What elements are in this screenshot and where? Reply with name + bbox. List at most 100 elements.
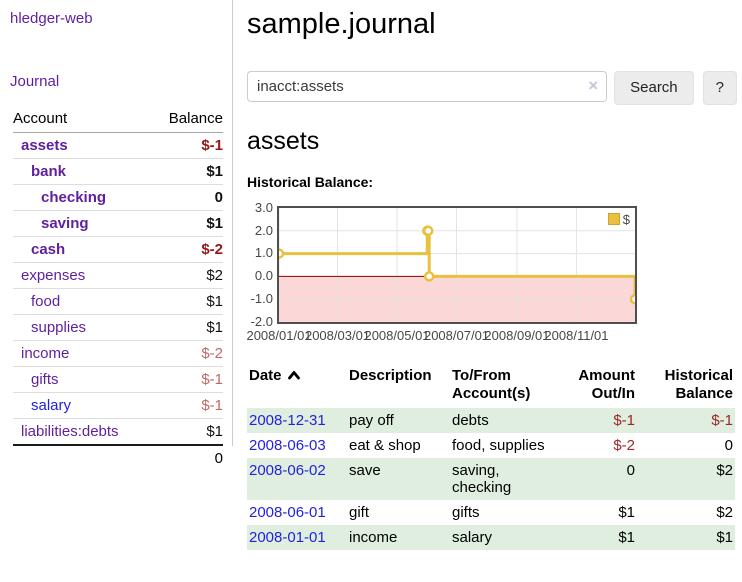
accounts-header-account: Account xyxy=(13,107,152,133)
register-header-description: Description xyxy=(349,366,432,384)
transaction-date-link[interactable]: 2008-06-03 xyxy=(249,436,326,454)
register-header-balance: Historical Balance xyxy=(664,366,733,402)
transaction-accounts: debts xyxy=(452,411,489,429)
transaction-amount: $1 xyxy=(618,528,635,546)
data-point-marker xyxy=(629,293,635,305)
register-row: 2008-06-01 gift gifts $1 $2 xyxy=(247,500,735,525)
y-axis-tick-label: 1.0 xyxy=(254,245,273,261)
chart-x-axis: 2008/01/01 2008/03/01 2008/05/01 2008/07/01… xyxy=(246,327,633,344)
x-axis-tick-label: 2008/05/01 xyxy=(364,327,430,343)
search-button[interactable]: Search xyxy=(614,70,694,105)
account-balance: $1 xyxy=(151,158,223,185)
transaction-description: pay off xyxy=(349,411,394,429)
legend-swatch-icon xyxy=(607,213,620,226)
transaction-date-link[interactable]: 2008-12-31 xyxy=(249,411,326,429)
transaction-accounts: saving, checking xyxy=(452,461,512,496)
register-row: 2008-06-02 save saving, checking 0 $2 xyxy=(247,457,735,500)
account-link[interactable]: assets xyxy=(21,137,68,154)
transaction-date-link[interactable]: 2008-06-01 xyxy=(249,503,326,521)
account-balance: $1 xyxy=(151,288,223,315)
transaction-amount: $1 xyxy=(618,503,635,521)
legend-label: $ xyxy=(622,211,630,227)
account-balance: $1 xyxy=(151,210,223,237)
chart-y-axis: 3.0 2.0 1.0 0.0 -1.0 -2.0 xyxy=(247,200,273,329)
register-header-accounts: To/From Account(s) xyxy=(452,366,531,402)
account-row: gifts $-1 xyxy=(13,366,223,393)
account-link[interactable]: liabilities:debts xyxy=(21,423,119,440)
x-axis-tick-label: 2008/07/01 xyxy=(423,327,490,343)
clear-search-icon[interactable]: × xyxy=(588,75,599,95)
account-link[interactable]: expenses xyxy=(21,267,86,284)
account-link[interactable]: saving xyxy=(41,215,89,232)
accounts-total-row: 0 xyxy=(13,444,223,471)
account-row: supplies $1 xyxy=(13,314,223,341)
register-table: Date Description To/From Account(s) Amou… xyxy=(247,365,735,550)
main-content: sample.journal × Search ? assets Histori… xyxy=(246,0,737,550)
account-row: saving $1 xyxy=(13,210,223,237)
account-link[interactable]: checking xyxy=(41,189,107,206)
account-balance: $2 xyxy=(151,262,223,289)
x-axis-tick-label: 2008/03/01 xyxy=(304,327,371,343)
chart-title: Historical Balance: xyxy=(247,173,374,190)
y-axis-tick-label: 3.0 xyxy=(254,199,273,215)
transaction-date-link[interactable]: 2008-06-02 xyxy=(249,461,326,479)
account-balance: $1 xyxy=(151,418,223,446)
sort-ascending-icon xyxy=(287,368,301,386)
transaction-balance: 0 xyxy=(724,436,733,454)
data-point-marker xyxy=(279,248,285,259)
account-row: bank $1 xyxy=(13,158,223,185)
account-heading: assets xyxy=(247,126,320,155)
historical-balance-chart: 3.0 2.0 1.0 0.0 -1.0 -2.0 $ 2008/01/01 2008/03… xyxy=(246,200,737,346)
accounts-total-value: 0 xyxy=(151,444,223,471)
app-title-link[interactable]: hledger-web xyxy=(10,10,93,27)
account-row: income $-2 xyxy=(13,340,223,367)
transaction-accounts: gifts xyxy=(452,503,480,521)
sidebar-item-journal[interactable]: Journal xyxy=(10,73,60,90)
transaction-description: save xyxy=(349,461,381,479)
y-axis-tick-label: 2.0 xyxy=(254,222,273,238)
account-link[interactable]: gifts xyxy=(31,371,59,388)
transaction-accounts: food, supplies xyxy=(452,436,545,454)
search-form: × Search ? xyxy=(247,70,737,105)
transaction-amount: $-2 xyxy=(613,436,635,454)
account-row: food $1 xyxy=(13,288,223,315)
search-input[interactable] xyxy=(247,70,608,102)
account-balance: $-1 xyxy=(151,392,223,419)
transaction-balance: $2 xyxy=(716,461,733,479)
y-axis-tick-label: -1.0 xyxy=(250,290,273,306)
register-header-row: Date Description To/From Account(s) Amou… xyxy=(247,365,735,408)
account-link[interactable]: salary xyxy=(31,397,72,414)
accounts-header-balance: Balance xyxy=(151,107,223,133)
account-balance: $-2 xyxy=(151,340,223,367)
help-button[interactable]: ? xyxy=(702,70,737,105)
y-axis-tick-label: 0.0 xyxy=(254,268,273,284)
transaction-accounts: salary xyxy=(452,528,493,546)
accounts-total-spacer xyxy=(13,444,152,471)
register-row: 2008-01-01 income salary $1 $1 xyxy=(247,524,735,550)
transaction-description: gift xyxy=(349,503,370,521)
account-balance: $-1 xyxy=(151,132,223,159)
account-link[interactable]: cash xyxy=(31,241,66,258)
account-balance: $-1 xyxy=(151,366,223,393)
data-point-marker xyxy=(423,270,435,282)
register-row: 2008-12-31 pay off debts $-1 $-1 xyxy=(247,407,735,433)
account-row: checking 0 xyxy=(13,184,223,211)
transaction-description: eat & shop xyxy=(349,436,421,454)
account-row: assets $-1 xyxy=(13,132,223,159)
account-link[interactable]: food xyxy=(31,293,61,310)
x-axis-tick-label: 2008/11/01 xyxy=(544,327,609,343)
data-point-marker xyxy=(422,225,434,236)
accounts-header-row: Account Balance xyxy=(13,107,223,133)
transaction-balance: $-1 xyxy=(711,411,733,429)
y-axis-tick-label: -2.0 xyxy=(250,313,273,329)
transaction-amount: 0 xyxy=(626,461,635,479)
account-link[interactable]: income xyxy=(21,345,70,362)
account-row: salary $-1 xyxy=(13,392,223,419)
account-link[interactable]: bank xyxy=(31,163,67,180)
register-header-date[interactable]: Date xyxy=(247,365,347,408)
transaction-balance: $2 xyxy=(716,503,733,521)
page-title: sample.journal xyxy=(247,8,436,40)
x-axis-tick-label: 2008/01/01 xyxy=(246,327,312,343)
account-link[interactable]: supplies xyxy=(31,319,87,336)
transaction-date-link[interactable]: 2008-01-01 xyxy=(249,528,326,546)
